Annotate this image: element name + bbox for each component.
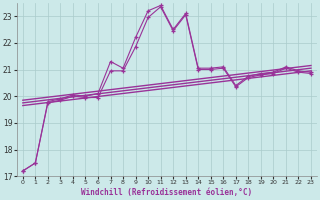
X-axis label: Windchill (Refroidissement éolien,°C): Windchill (Refroidissement éolien,°C) xyxy=(81,188,252,197)
